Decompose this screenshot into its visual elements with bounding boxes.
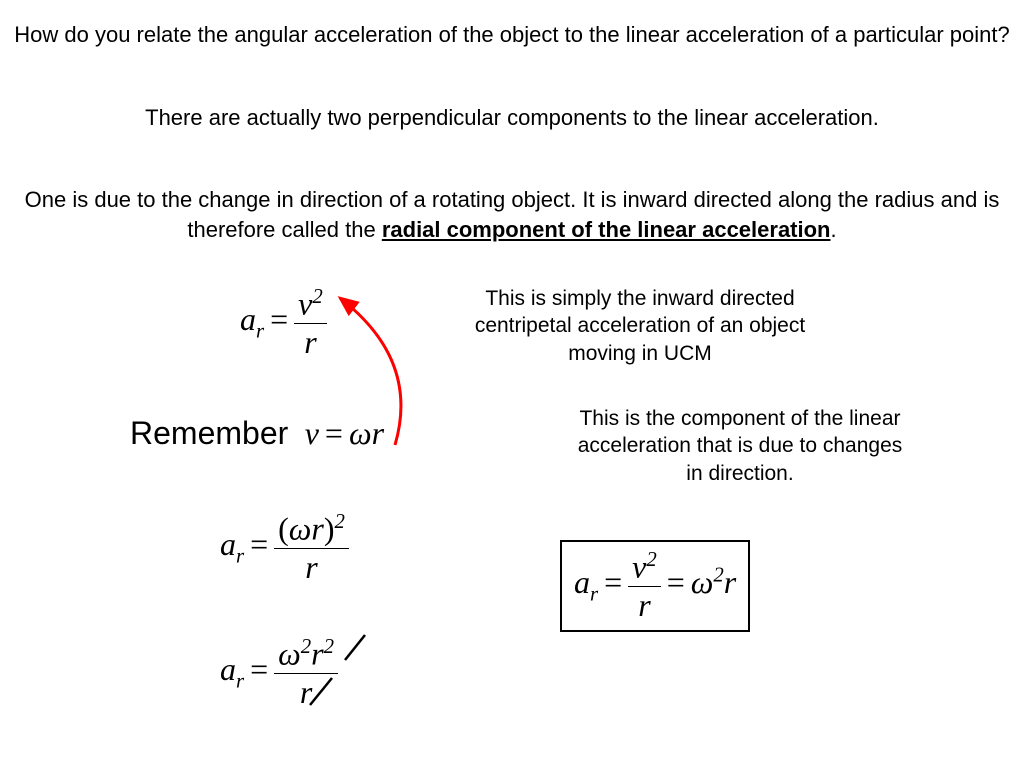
cancel-strikes	[0, 0, 1024, 768]
